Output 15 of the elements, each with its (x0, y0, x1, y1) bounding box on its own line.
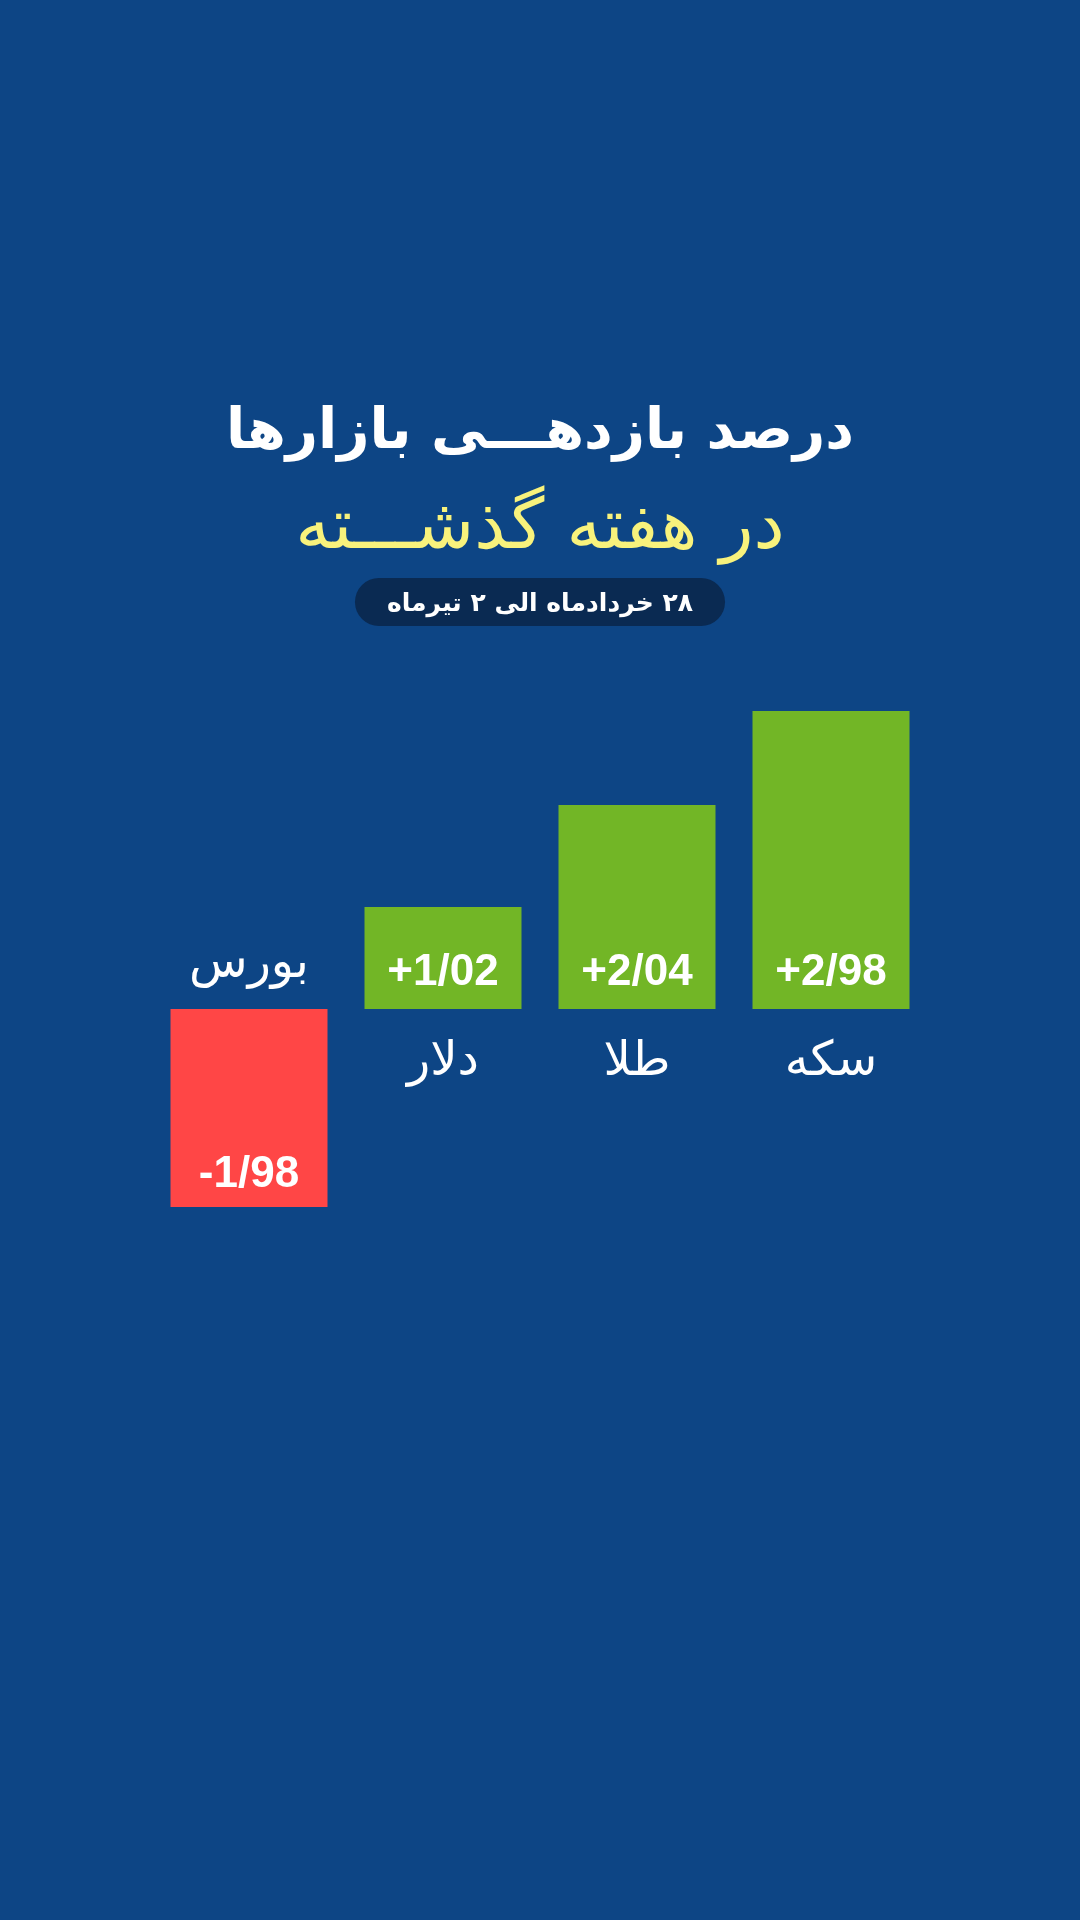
x-tick-label: طلا (603, 1030, 671, 1086)
x-tick-label: دلار (405, 1030, 479, 1087)
x-tick-label: بورس (189, 932, 309, 989)
chart-title: درصد بازدهـــی بازارها (226, 395, 854, 462)
bar (364, 907, 522, 1009)
bar (558, 805, 716, 1009)
bar (170, 1009, 328, 1207)
bar (752, 711, 910, 1009)
x-tick-label: سکه (784, 1030, 878, 1086)
data-label: +2/98 (775, 945, 887, 994)
text: ۲۸ خردادماه الی ۲ تیرماه (386, 587, 694, 618)
data-label: -1/98 (198, 1147, 300, 1196)
chart-subtitle: در هفته گذشـــته (295, 483, 785, 565)
data-label: +2/04 (581, 945, 694, 994)
data-label: +1/02 (387, 945, 499, 994)
